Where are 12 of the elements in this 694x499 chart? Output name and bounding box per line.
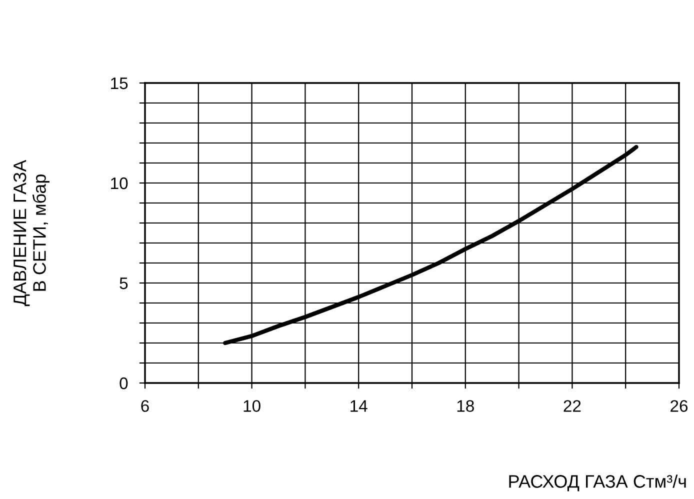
y-tick-label: 15 <box>111 78 128 90</box>
y-tick-label: 10 <box>111 177 128 190</box>
x-tick-label: 6 <box>141 400 149 412</box>
x-tick-label: 26 <box>670 400 688 412</box>
x-tick-label: 10 <box>244 400 260 412</box>
x-tick-label: 22 <box>564 400 581 412</box>
x-tick-label: 14 <box>350 400 368 412</box>
x-axis-title: РАСХОД ГАЗА Стм³/ч <box>509 474 686 492</box>
y-axis-title: ДАВЛЕНИЕ ГАЗА В СЕТИ, мбар <box>13 160 50 306</box>
y-tick-label: 0 <box>120 377 128 390</box>
y-tick-label: 5 <box>120 278 128 290</box>
x-tick-label: 18 <box>457 400 474 412</box>
